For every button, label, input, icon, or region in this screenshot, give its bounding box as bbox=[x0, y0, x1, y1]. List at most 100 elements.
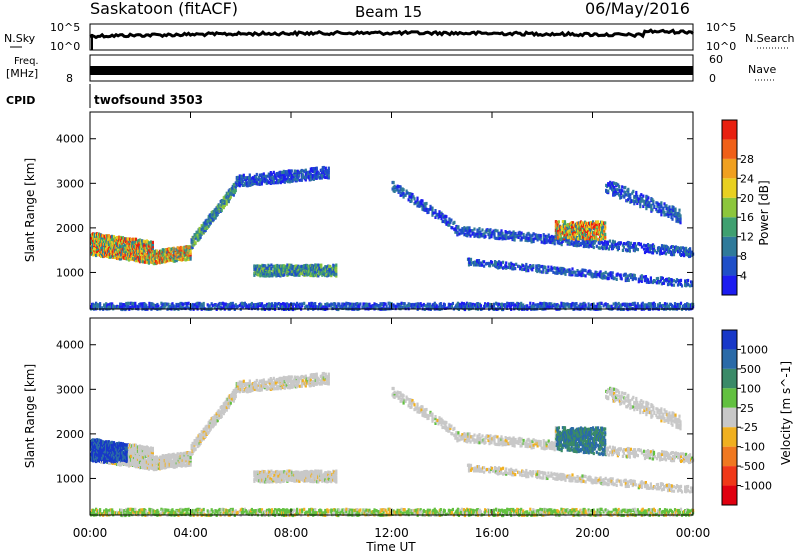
power-cell bbox=[284, 172, 287, 176]
power-cell bbox=[685, 246, 688, 250]
power-cell bbox=[527, 265, 530, 269]
power-cell bbox=[628, 249, 631, 253]
power-cell bbox=[571, 221, 575, 225]
power-cell bbox=[605, 246, 608, 250]
power-cell bbox=[595, 275, 598, 279]
power-cell bbox=[678, 208, 681, 212]
power-cell bbox=[304, 168, 307, 172]
power-cell bbox=[335, 263, 338, 267]
power-cell bbox=[462, 230, 465, 235]
power-cell bbox=[527, 236, 530, 240]
power-cell bbox=[606, 242, 609, 246]
power-cell bbox=[242, 173, 245, 177]
power-cell bbox=[588, 240, 591, 244]
velocity-cell bbox=[124, 445, 128, 450]
power-cell bbox=[298, 273, 301, 277]
power-cell bbox=[627, 187, 630, 191]
power-cell bbox=[539, 270, 542, 274]
power-cell bbox=[568, 228, 572, 232]
power-cell bbox=[591, 275, 594, 279]
power-cell bbox=[587, 245, 590, 249]
power-cell bbox=[275, 302, 279, 306]
power-cell bbox=[220, 306, 223, 310]
power-cell bbox=[291, 302, 294, 306]
power-cell bbox=[557, 220, 560, 224]
power-cell bbox=[548, 305, 551, 309]
power-cell bbox=[608, 304, 611, 308]
power-cell bbox=[315, 168, 318, 172]
power-cell bbox=[558, 241, 561, 246]
power-cell bbox=[578, 273, 581, 277]
power-cell bbox=[532, 265, 535, 269]
power-cell bbox=[395, 304, 398, 308]
power-cell bbox=[650, 203, 653, 207]
power-cell bbox=[400, 301, 403, 305]
power-cell bbox=[663, 213, 666, 217]
noise-left-label: N.Sky bbox=[4, 32, 36, 45]
power-cell bbox=[189, 255, 192, 259]
power-cell bbox=[665, 279, 669, 283]
power-cell bbox=[262, 174, 265, 178]
power-cell bbox=[515, 304, 518, 308]
power-cell bbox=[497, 234, 500, 238]
power-cell bbox=[500, 229, 503, 233]
power-cell bbox=[96, 237, 99, 241]
power-cell bbox=[597, 220, 600, 224]
power-cell bbox=[405, 306, 408, 310]
power-cell bbox=[656, 303, 659, 307]
power-cell bbox=[272, 269, 275, 273]
power-cell bbox=[525, 269, 528, 273]
power-cell bbox=[658, 206, 661, 210]
power-cell bbox=[662, 281, 666, 285]
power-cell bbox=[622, 273, 625, 277]
power-cell bbox=[629, 241, 632, 245]
power-cell bbox=[301, 304, 304, 308]
power-cell bbox=[687, 278, 690, 283]
power-cell bbox=[648, 280, 651, 284]
power-cell bbox=[435, 304, 438, 308]
power-cell bbox=[599, 270, 602, 274]
power-cell bbox=[440, 304, 443, 309]
power-cell bbox=[617, 301, 620, 306]
power-cell bbox=[663, 210, 666, 214]
power-cell bbox=[446, 221, 449, 225]
power-cell bbox=[155, 251, 158, 255]
power-cell bbox=[563, 220, 567, 224]
power-cell bbox=[301, 173, 304, 177]
power-cell bbox=[601, 222, 604, 226]
power-cell bbox=[137, 242, 141, 246]
power-cell bbox=[602, 272, 605, 276]
power-cell bbox=[242, 175, 245, 180]
power-cell bbox=[315, 263, 318, 267]
power-cell bbox=[187, 301, 190, 305]
power-cell bbox=[222, 304, 225, 308]
power-cell bbox=[375, 303, 378, 307]
power-cell bbox=[189, 251, 192, 255]
power-cell bbox=[532, 264, 535, 268]
power-cell bbox=[556, 268, 559, 273]
power-cell bbox=[420, 202, 423, 206]
power-cell bbox=[176, 246, 179, 250]
power-cell bbox=[560, 243, 563, 247]
power-cell bbox=[257, 175, 260, 179]
power-cell bbox=[577, 231, 581, 235]
power-cell bbox=[679, 301, 683, 305]
power-cell bbox=[670, 283, 674, 287]
power-cell bbox=[641, 197, 644, 201]
power-cell bbox=[563, 224, 567, 228]
power-cell bbox=[589, 270, 592, 274]
power-cell bbox=[127, 305, 130, 309]
power-cell bbox=[581, 235, 585, 239]
power-cell bbox=[642, 247, 646, 251]
power-cell bbox=[473, 227, 476, 231]
power-cell bbox=[498, 302, 501, 306]
power-cell bbox=[563, 222, 567, 226]
power-cell bbox=[536, 269, 539, 274]
power-cell bbox=[613, 276, 616, 280]
power-cell bbox=[289, 171, 292, 175]
velocity-cell bbox=[120, 447, 124, 452]
power-cell bbox=[514, 231, 517, 236]
power-cell bbox=[531, 268, 534, 272]
power-cell bbox=[545, 268, 548, 272]
